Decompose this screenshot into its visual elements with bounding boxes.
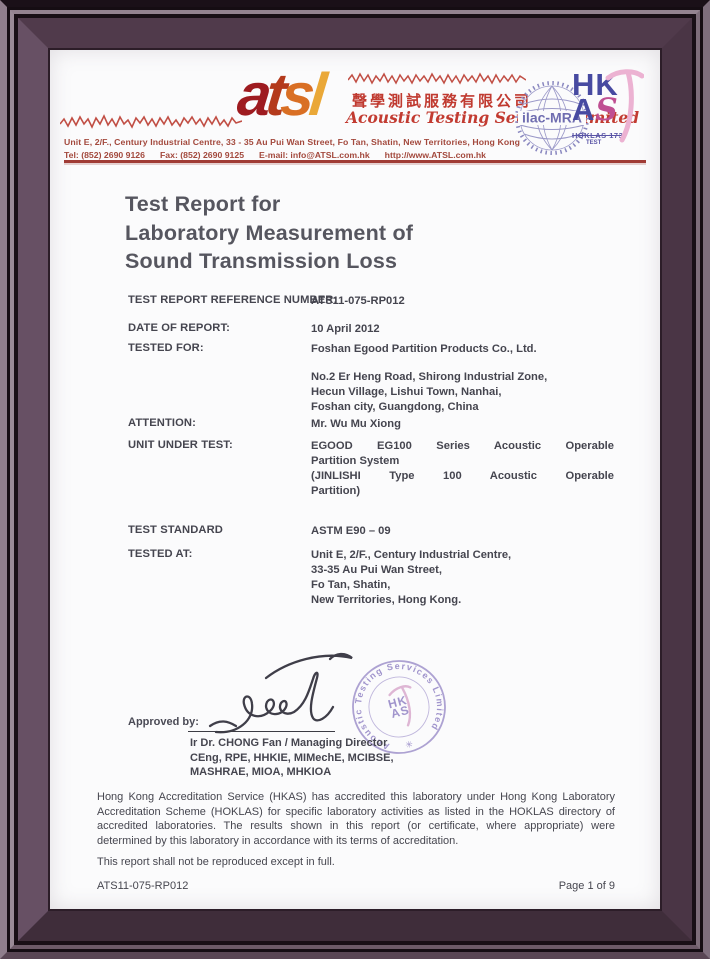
field-label-attention: ATTENTION: [128,417,196,429]
header-divider-rule [64,160,646,163]
unit-under-test-line: EGOOD EG100 Series Acoustic Operable [311,440,614,452]
report-title: Test Report for Laboratory Measurement o… [125,190,413,276]
unit-under-test-line: Partition System [311,455,400,467]
picture-frame-inner-dark-ring: atsl 聲學測試服務有限公司 Acoustic Testing Service… [14,14,696,945]
field-label-test-standard: TEST STANDARD [128,524,223,536]
picture-frame-light-ring: atsl 聲學測試服務有限公司 Acoustic Testing Service… [10,10,700,949]
unit-under-test-line: (JINLISHI Type 100 Acoustic Operable [311,470,614,482]
report-title-line1: Test Report for [125,192,281,216]
stamp-center-as: AS [389,702,412,722]
picture-frame-inner-lip: atsl 聲學測試服務有限公司 Acoustic Testing Service… [48,48,662,911]
unit-under-test-line: Partition) [311,485,361,497]
tested-at-line: 33-35 Au Pui Wan Street, [311,564,442,576]
company-name-chinese: 聲學測試服務有限公司 [352,93,533,110]
client-address-line: No.2 Er Heng Road, Shirong Industrial Zo… [311,371,548,383]
waveform-zigzag-right-icon [348,72,526,85]
atsl-logo: atsl [235,61,325,128]
field-value-test-standard: ASTM E90 – 09 [311,525,391,537]
field-label-reference-number: TEST REPORT REFERENCE NUMBER: [128,294,338,306]
report-title-line2: Laboratory Measurement of [125,220,414,245]
approved-by-label: Approved by: [128,716,199,728]
field-value-unit-under-test: EGOOD EG100 Series Acoustic Operable Par… [311,439,614,499]
hkas-pink-swoosh-icon [605,69,644,143]
ilac-mra-label: ilac-MRA [522,110,582,126]
field-value-date-of-report: 10 April 2012 [311,323,380,335]
hoklas-accreditation-number: HOKLAS 173 [572,131,624,140]
tel-number: Tel: (852) 2690 9126 [64,150,145,160]
report-title-line3: Sound Transmission Loss [125,249,398,273]
field-label-date-of-report: DATE OF REPORT: [128,322,230,334]
field-value-tested-for: Foshan Egood Partition Products Co., Ltd… [311,343,537,355]
client-address-line: Foshan city, Guangdong, China [311,401,479,413]
signer-credentials: Ir Dr. CHONG Fan / Managing Director CEn… [190,736,394,780]
email-address: E-mail: info@ATSL.com.hk [259,150,370,160]
field-value-attention: Mr. Wu Mu Xiong [311,418,401,430]
website-url: http://www.ATSL.com.hk [384,150,487,160]
picture-frame-body: atsl 聲學測試服務有限公司 Acoustic Testing Service… [18,18,692,941]
tested-at-line: New Territories, Hong Kong. [311,594,462,606]
handwritten-signature [208,652,353,734]
tested-at-line: Unit E, 2/F., Century Industrial Centre, [311,549,512,561]
hkas-letters-as: AS [572,92,619,128]
field-value-tested-at: Unit E, 2/F., Century Industrial Centre,… [311,548,614,608]
field-value-client-address: No.2 Er Heng Road, Shirong Industrial Zo… [311,370,614,415]
footer-report-reference: ATS11-075-RP012 [97,880,189,892]
signer-qualifications-line: MASHRAE, MIOA, MHKIOA [190,766,332,778]
hkas-letter-s: S [595,92,619,128]
fax-number: Fax: (852) 2690 9125 [159,150,245,160]
field-label-tested-for: TESTED FOR: [128,342,204,354]
field-value-reference-number: ATS11-075-RP012 [311,295,405,307]
picture-frame-dark-ring: atsl 聲學測試服務有限公司 Acoustic Testing Service… [7,7,703,952]
report-page: atsl 聲學測試服務有限公司 Acoustic Testing Service… [50,50,660,909]
field-label-tested-at: TESTED AT: [128,548,193,560]
page-number: Page 1 of 9 [558,880,615,892]
header-contact-line: Tel: (852) 2690 9126 Fax: (852) 2690 912… [64,150,486,160]
hkas-logo: HK AS HOKLAS 173 TEST [572,69,652,146]
ilac-mra-logo: ilac-MRA [515,81,589,155]
signature-line [188,731,335,732]
signer-qualifications-line: CEng, RPE, HHKIE, MIMechE, MCIBSE, [190,751,394,764]
stamp-star-icon: ✳ [404,739,414,751]
field-label-unit-under-test: UNIT UNDER TEST: [128,439,233,451]
signer-name-title: Ir Dr. CHONG Fan / Managing Director [190,737,388,749]
company-stamp: Acoustic Testing Services Limited ✳ HK A… [338,646,460,768]
accreditation-statement: Hong Kong Accreditation Service (HKAS) h… [97,791,615,847]
reproduction-note: This report shall not be reproduced exce… [97,856,335,868]
header-address-line: Unit E, 2/F., Century Industrial Centre,… [64,137,521,147]
client-address-line: Hecun Village, Lishui Town, Nanhai, [311,386,502,398]
footer-reference-row: ATS11-075-RP012 Page 1 of 9 [97,880,615,892]
waveform-zigzag-left-icon [60,114,242,129]
tested-at-line: Fo Tan, Shatin, [311,579,391,591]
hoklas-test-label: TEST [586,140,602,146]
